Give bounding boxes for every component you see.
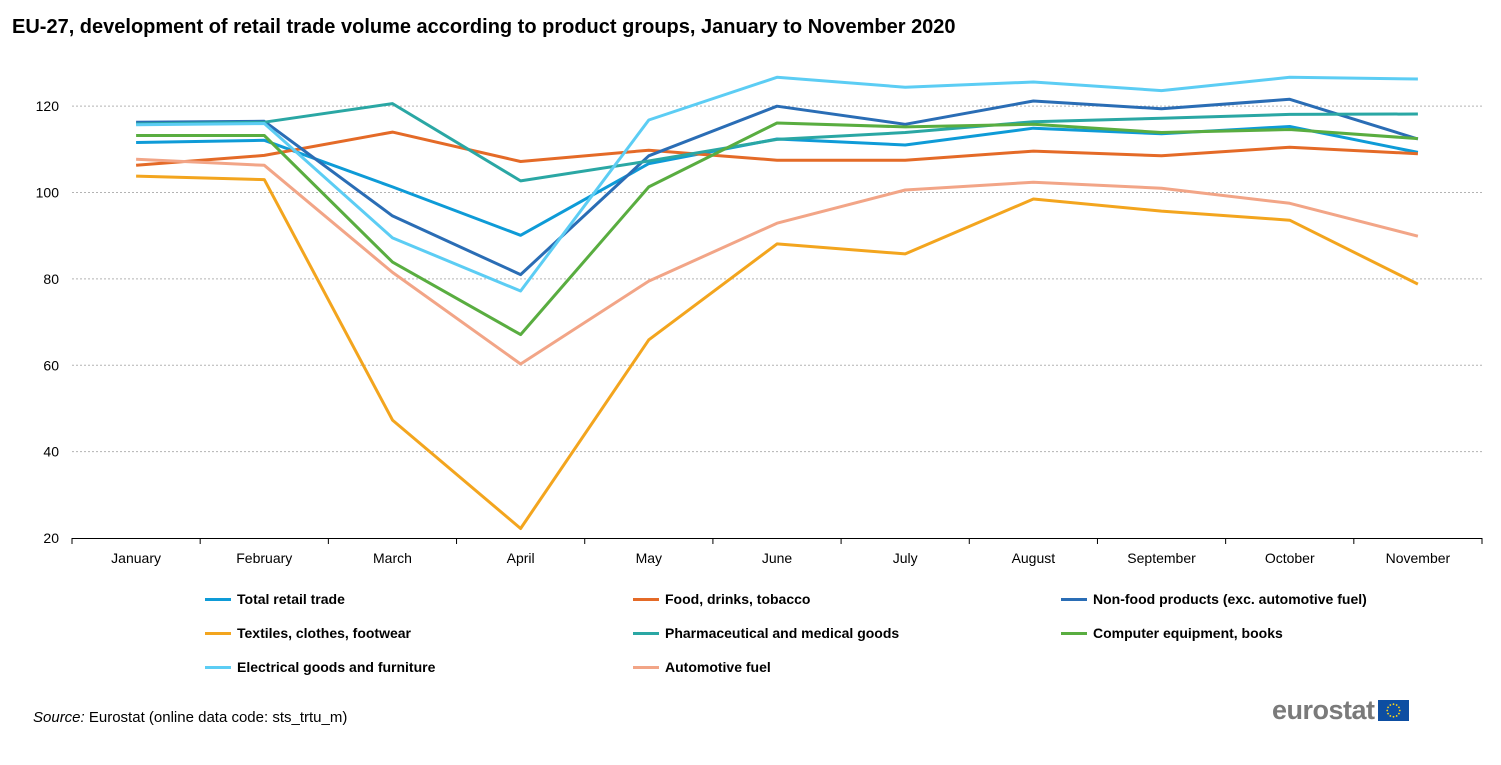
legend-item: Automotive fuel bbox=[633, 656, 771, 678]
axes: 20 40 60 80 100 120 January February March April M… bbox=[36, 98, 1483, 566]
legend-swatch bbox=[633, 665, 659, 669]
x-tick-label: June bbox=[762, 550, 793, 566]
series-lines bbox=[135, 75, 1419, 530]
legend-swatch bbox=[205, 665, 231, 669]
legend-swatch bbox=[633, 631, 659, 635]
legend-item: Food, drinks, tobacco bbox=[633, 588, 810, 610]
flag-star bbox=[1397, 712, 1400, 715]
x-tick-label: April bbox=[507, 550, 535, 566]
series-line-pharmaceutical-and-medical-goods bbox=[136, 102, 1418, 183]
x-tick-label: March bbox=[373, 550, 412, 566]
x-tick-label: May bbox=[636, 550, 662, 566]
legend-swatch bbox=[205, 631, 231, 635]
flag-star bbox=[1386, 706, 1389, 709]
legend-item: Computer equipment, books bbox=[1061, 622, 1283, 644]
x-tick-label: August bbox=[1012, 550, 1056, 566]
y-tick-label: 60 bbox=[43, 357, 59, 373]
legend-swatch bbox=[205, 597, 231, 601]
x-tick-label: September bbox=[1127, 550, 1196, 566]
legend-item: Textiles, clothes, footwear bbox=[205, 622, 411, 644]
x-tick-label: July bbox=[893, 550, 918, 566]
y-tick-label: 120 bbox=[36, 98, 60, 114]
flag-star bbox=[1398, 709, 1401, 712]
legend: Total retail trade Food, drinks, tobacco N… bbox=[205, 588, 1465, 698]
legend-label: Automotive fuel bbox=[665, 659, 771, 675]
y-tick-label: 40 bbox=[43, 444, 59, 460]
flag-star bbox=[1395, 704, 1398, 706]
flag-star bbox=[1397, 706, 1400, 709]
series-line-non-food-products-exc-automotive-fuel bbox=[136, 97, 1419, 277]
y-tick-label: 100 bbox=[36, 185, 60, 201]
flag-star bbox=[1392, 715, 1394, 718]
source-text: Eurostat (online data code: sts_trtu_m) bbox=[88, 709, 348, 726]
legend-label: Pharmaceutical and medical goods bbox=[665, 625, 900, 641]
x-tick-label: February bbox=[236, 550, 292, 566]
series-line-textiles-clothes-footwear bbox=[136, 174, 1419, 530]
flag-star bbox=[1385, 709, 1388, 712]
eu-flag-icon bbox=[1377, 700, 1409, 721]
gridlines bbox=[72, 105, 1482, 453]
legend-label: Non-food products (exc. automotive fuel) bbox=[1093, 591, 1367, 607]
legend-label: Electrical goods and furniture bbox=[237, 659, 436, 675]
legend-swatch bbox=[633, 597, 659, 601]
flag-star bbox=[1392, 703, 1394, 706]
x-tick-label: October bbox=[1265, 550, 1315, 566]
legend-item: Total retail trade bbox=[205, 588, 345, 610]
source-label: Source: bbox=[33, 709, 85, 726]
legend-swatch bbox=[1061, 597, 1087, 601]
series-line-computer-equipment-books bbox=[136, 121, 1419, 337]
series-line-electrical-goods-and-furniture bbox=[136, 75, 1418, 293]
legend-item: Electrical goods and furniture bbox=[205, 656, 435, 678]
legend-item: Non-food products (exc. automotive fuel) bbox=[1061, 588, 1367, 610]
legend-label: Textiles, clothes, footwear bbox=[237, 625, 412, 641]
legend-item: Pharmaceutical and medical goods bbox=[633, 622, 899, 644]
source-note: Source: Eurostat (online data code: sts_… bbox=[33, 709, 347, 726]
eurostat-logo: eurostat bbox=[1272, 695, 1409, 726]
y-tick-label: 80 bbox=[43, 271, 59, 287]
logo-text: eurostat bbox=[1272, 695, 1375, 725]
y-tick-label: 20 bbox=[43, 530, 59, 546]
flag-star bbox=[1395, 715, 1398, 717]
x-tick-label: November bbox=[1386, 550, 1451, 566]
flag-star bbox=[1388, 704, 1391, 706]
legend-label: Computer equipment, books bbox=[1093, 625, 1283, 641]
series-line-food-drinks-tobacco bbox=[135, 130, 1418, 167]
chart-title: EU-27, development of retail trade volum… bbox=[12, 16, 956, 38]
flag-star bbox=[1386, 712, 1389, 715]
legend-swatch bbox=[1061, 631, 1087, 635]
flag-star bbox=[1388, 715, 1391, 717]
legend-label: Food, drinks, tobacco bbox=[665, 591, 811, 607]
legend-label: Total retail trade bbox=[237, 591, 345, 607]
x-tick-label: January bbox=[111, 550, 161, 566]
series-line-automotive-fuel bbox=[136, 157, 1419, 366]
